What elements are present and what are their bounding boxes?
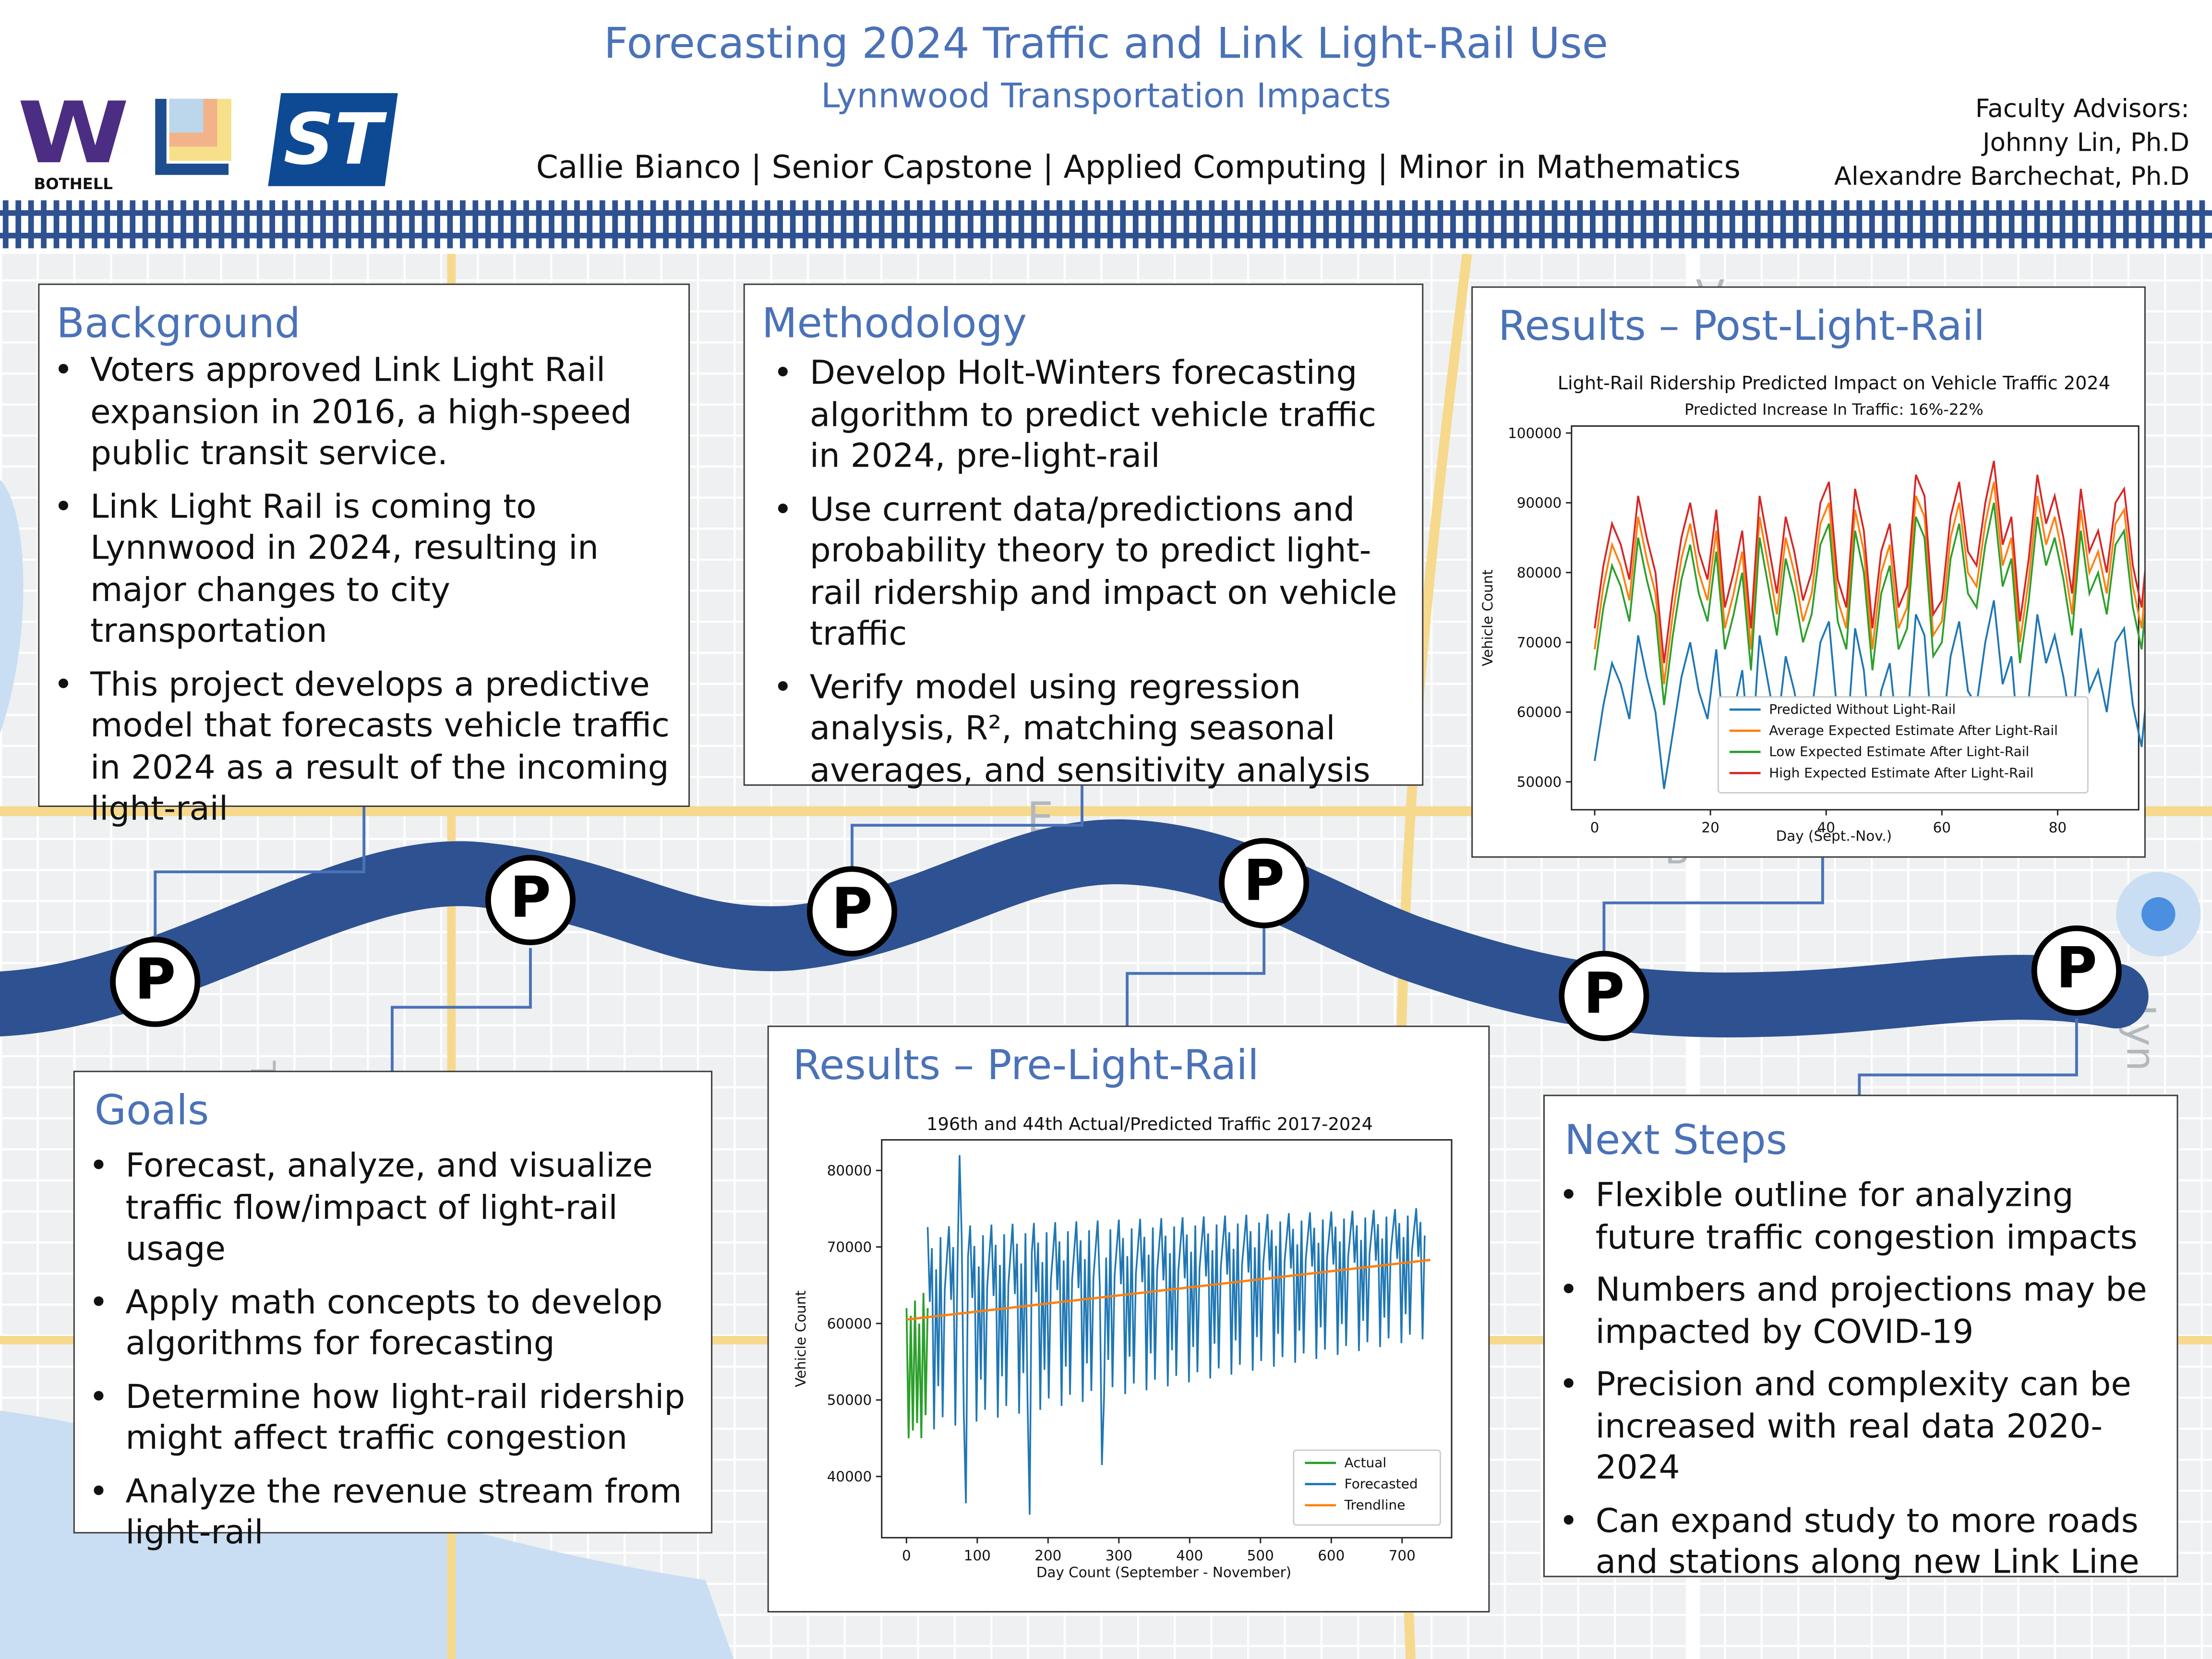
methodology-heading: Methodology — [761, 299, 1027, 347]
y-tick-label: 90000 — [1517, 495, 1562, 511]
parking-marker: P — [1219, 838, 1310, 928]
legend-label: Average Expected Estimate After Light-Ra… — [1769, 722, 2058, 738]
x-tick-label: 400 — [1176, 1547, 1203, 1563]
y-axis-label: Vehicle Count — [793, 1290, 809, 1387]
bullet: Numbers and projections may be impacted … — [1551, 1270, 2171, 1353]
series-line — [906, 1259, 1431, 1321]
goals-heading: Goals — [94, 1086, 209, 1134]
advisors-label: Faculty Advisors: — [1975, 94, 2189, 124]
y-tick-label: 80000 — [827, 1163, 872, 1179]
x-tick-label: 0 — [902, 1547, 911, 1563]
methodology-panel: Methodology Develop Holt-Winters forecas… — [743, 283, 1424, 789]
bullet: Voters approved Link Light Rail expansio… — [45, 350, 680, 475]
x-tick-label: 100 — [964, 1547, 991, 1563]
results-pre-heading: Results – Pre-Light-Rail — [793, 1041, 1259, 1089]
background-bullets: Voters approved Link Light Rail expansio… — [45, 350, 680, 842]
poster-subtitle: Lynnwood Transportation Impacts — [821, 76, 1391, 116]
y-tick-label: 50000 — [1517, 774, 1562, 790]
x-tick-label: 60 — [1933, 819, 1951, 836]
advisor-name: Alexandre Barchechat, Ph.D — [1834, 162, 2189, 192]
bullet: Can expand study to more roads and stati… — [1551, 1500, 2171, 1583]
legend-label: High Expected Estimate After Light-Rail — [1769, 765, 2033, 781]
chart-title: Light-Rail Ridership Predicted Impact on… — [1558, 373, 2110, 394]
bullet: This project develops a predictive model… — [45, 664, 680, 830]
post-light-rail-chart: Light-Rail Ridership Predicted Impact on… — [1479, 373, 2144, 844]
next-steps-heading: Next Steps — [1564, 1116, 1788, 1164]
bullet: Determine how light-rail ridership might… — [81, 1376, 710, 1459]
legend-label: Forecasted — [1345, 1476, 1418, 1491]
goals-bullets: Forecast, analyze, and visualize traffic… — [81, 1145, 710, 1565]
parking-marker: P — [485, 854, 576, 945]
legend-label: Low Expected Estimate After Light-Rail — [1769, 744, 2029, 759]
y-tick-label: 60000 — [827, 1315, 872, 1332]
bullet: Verify model using regression analysis, … — [765, 667, 1414, 792]
x-tick-label: 700 — [1389, 1547, 1416, 1563]
chart-title: 196th and 44th Actual/Predicted Traffic … — [926, 1114, 1373, 1134]
lynnwood-logo — [155, 98, 231, 175]
rail-track-divider — [0, 197, 2212, 254]
advisor-name: Johnny Lin, Ph.D — [1982, 128, 2189, 158]
bullet: Precision and complexity can be increase… — [1551, 1364, 2171, 1489]
bullet: Forecast, analyze, and visualize traffic… — [81, 1145, 710, 1270]
series-line — [1594, 502, 2144, 706]
bullet: Develop Holt-Winters forecasting algorit… — [765, 353, 1414, 478]
uw-campus-label: BOTHELL — [34, 175, 113, 193]
author-byline: Callie Bianco | Senior Capstone | Applie… — [536, 149, 1741, 186]
y-axis-label: Vehicle Count — [1479, 569, 1496, 666]
x-tick-label: 20 — [1701, 819, 1719, 836]
methodology-bullets: Develop Holt-Winters forecasting algorit… — [765, 353, 1414, 803]
series-line — [1594, 460, 2144, 663]
series-line — [905, 1293, 929, 1439]
bullet: Analyze the revenue stream from light-ra… — [81, 1471, 710, 1554]
x-tick-label: 600 — [1318, 1547, 1345, 1563]
parking-marker: P — [110, 937, 201, 1027]
x-tick-label: 500 — [1247, 1547, 1274, 1563]
results-post-panel: Results – Post-Light-Rail Light-Rail Rid… — [1471, 286, 2146, 858]
y-tick-label: 70000 — [827, 1239, 872, 1255]
next-steps-panel: Next Steps Flexible outline for analyzin… — [1543, 1094, 2178, 1581]
y-tick-label: 70000 — [1517, 634, 1562, 650]
background-panel: Background Voters approved Link Light Ra… — [38, 283, 690, 828]
parking-marker: P — [806, 866, 898, 957]
next-steps-bullets: Flexible outline for analyzing future tr… — [1551, 1175, 2171, 1595]
background-heading: Background — [56, 299, 301, 347]
x-tick-label: 0 — [1590, 819, 1599, 836]
y-tick-label: 100000 — [1508, 425, 1562, 441]
legend-label: Actual — [1345, 1455, 1386, 1470]
uw-bothell-logo: W BOTHELL — [17, 92, 130, 195]
legend-box — [1717, 696, 2089, 794]
x-axis-label: Day Count (September - November) — [1036, 1564, 1291, 1581]
bullet: Use current data/predictions and probabi… — [765, 489, 1414, 655]
sound-transit-logo: ST — [268, 93, 398, 186]
x-axis-label: Day (Sept.-Nov.) — [1776, 828, 1892, 844]
legend-label: Trendline — [1344, 1497, 1406, 1513]
bullet: Apply math concepts to develop algorithm… — [81, 1282, 710, 1365]
faculty-advisors: Faculty Advisors: Johnny Lin, Ph.D Alexa… — [1834, 93, 2189, 195]
x-tick-label: 80 — [2049, 819, 2067, 836]
uw-w-letter: W — [17, 84, 130, 184]
y-tick-label: 40000 — [827, 1468, 872, 1485]
x-tick-label: 200 — [1034, 1547, 1061, 1563]
y-tick-label: 60000 — [1517, 704, 1562, 721]
y-tick-label: 80000 — [1517, 565, 1562, 581]
parking-marker: P — [1559, 950, 1649, 1041]
poster-title: Forecasting 2024 Traffic and Link Light-… — [603, 20, 1609, 70]
series-line — [926, 1155, 1426, 1515]
x-tick-label: 40 — [1817, 819, 1835, 836]
pre-light-rail-chart: 196th and 44th Actual/Predicted Traffic … — [793, 1114, 1453, 1581]
bullet: Link Light Rail is coming to Lynnwood in… — [45, 486, 680, 652]
parking-marker: P — [2031, 925, 2122, 1016]
series-line — [1594, 481, 2144, 685]
chart-subtitle: Predicted Increase In Traffic: 16%-22% — [1684, 400, 1984, 419]
results-post-heading: Results – Post-Light-Rail — [1498, 301, 1985, 350]
x-tick-label: 300 — [1106, 1547, 1132, 1563]
y-tick-label: 50000 — [827, 1392, 872, 1408]
goals-panel: Goals Forecast, analyze, and visualize t… — [73, 1070, 713, 1552]
sound-transit-letters: ST — [283, 98, 383, 181]
bullet: Flexible outline for analyzing future tr… — [1551, 1175, 2171, 1258]
legend-label: Predicted Without Light-Rail — [1769, 701, 1956, 717]
results-pre-panel: Results – Pre-Light-Rail 196th and 44th … — [767, 1025, 1490, 1613]
